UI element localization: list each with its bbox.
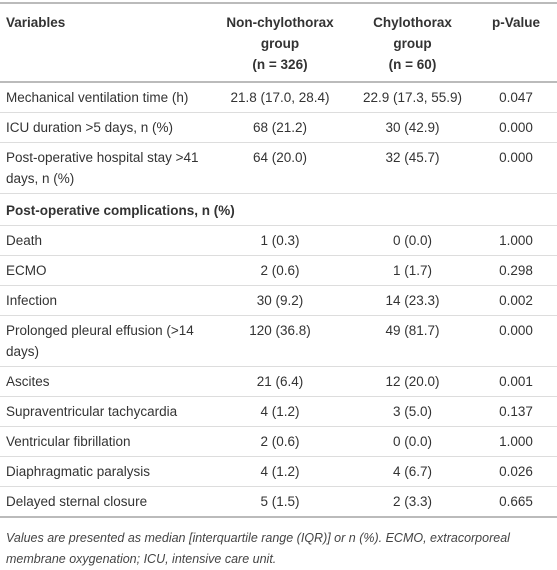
table-cell: 0 (0.0) (350, 426, 475, 457)
header-cell: Chylothorax group (n = 60) (350, 2, 475, 83)
table-cell: 30 (9.2) (210, 285, 350, 316)
header-text: (n = 326) (252, 57, 308, 72)
header-text: Variables (6, 15, 66, 30)
table-cell: 14 (23.3) (350, 285, 475, 316)
table-cell: 1.000 (475, 426, 557, 457)
table-cell: Prolonged pleural effusion (>14 days) (0, 315, 210, 367)
table-row: Supraventricular tachycardia 4 (1.2) 3 (5.… (0, 396, 557, 427)
table-cell: 4 (1.2) (210, 396, 350, 427)
table-cell: Infection (0, 285, 210, 316)
table-cell: Post-operative hospital stay >41 days, n… (0, 142, 210, 194)
table-cell: ECMO (0, 255, 210, 286)
table-cell: 68 (21.2) (210, 112, 350, 143)
table-cell: 0.137 (475, 396, 557, 427)
table-cell: 0.000 (475, 112, 557, 143)
table-body: Mechanical ventilation time (h) 21.8 (17.… (0, 82, 557, 518)
table-cell: 0.298 (475, 255, 557, 286)
table-cell: 0.000 (475, 315, 557, 367)
table-row: Ventricular fibrillation 2 (0.6) 0 (0.0) 1.… (0, 426, 557, 457)
table-row: ECMO 2 (0.6) 1 (1.7) 0.298 (0, 255, 557, 286)
table-row: Post-operative hospital stay >41 days, n… (0, 142, 557, 194)
table-row: Diaphragmatic paralysis 4 (1.2) 4 (6.7) 0.0… (0, 456, 557, 487)
table-cell: 0 (0.0) (350, 225, 475, 256)
table-cell: 64 (20.0) (210, 142, 350, 194)
table-cell: 21.8 (17.0, 28.4) (210, 82, 350, 113)
table-cell: 2 (3.3) (350, 486, 475, 518)
table-cell: 0.000 (475, 142, 557, 194)
table-cell: Delayed sternal closure (0, 486, 210, 518)
header-text: Non-chylothorax (226, 15, 334, 30)
header-cell: Variables (0, 2, 210, 83)
section-cell: Post-operative complications, n (%) (0, 193, 557, 226)
header-cell: Non-chylothorax group (n = 326) (210, 2, 350, 83)
table-cell: 4 (6.7) (350, 456, 475, 487)
table-row: Ascites 21 (6.4) 12 (20.0) 0.001 (0, 366, 557, 397)
table-cell: 32 (45.7) (350, 142, 475, 194)
table-cell: 3 (5.0) (350, 396, 475, 427)
header-text: group (260, 36, 300, 51)
table-cell: Mechanical ventilation time (h) (0, 82, 210, 113)
table-cell: 22.9 (17.3, 55.9) (350, 82, 475, 113)
table-cell: Ventricular fibrillation (0, 426, 210, 457)
table-cell: 30 (42.9) (350, 112, 475, 143)
table-row: Death 1 (0.3) 0 (0.0) 1.000 (0, 225, 557, 256)
table-cell: 0.665 (475, 486, 557, 518)
table-cell: Ascites (0, 366, 210, 397)
header-text: (n = 60) (388, 57, 437, 72)
table-cell: 0.001 (475, 366, 557, 397)
table-cell: Death (0, 225, 210, 256)
table-cell: 120 (36.8) (210, 315, 350, 367)
footnote: Values are presented as median [interqua… (6, 531, 510, 566)
header-text: group (393, 36, 432, 51)
table-row: ICU duration >5 days, n (%) 68 (21.2) 30 (… (0, 112, 557, 143)
table-cell: 2 (0.6) (210, 255, 350, 286)
table-row: Mechanical ventilation time (h) 21.8 (17.… (0, 82, 557, 113)
table-cell: 2 (0.6) (210, 426, 350, 457)
table-cell: 0.026 (475, 456, 557, 487)
table-cell: 5 (1.5) (210, 486, 350, 518)
table-cell: 21 (6.4) (210, 366, 350, 397)
table-cell: Supraventricular tachycardia (0, 396, 210, 427)
header-row: Variables Non-chylothorax group (n = 326) Ch… (0, 2, 557, 83)
table-cell: Diaphragmatic paralysis (0, 456, 210, 487)
table-cell: ICU duration >5 days, n (%) (0, 112, 210, 143)
table-cell: 12 (20.0) (350, 366, 475, 397)
table-cell: 0.002 (475, 285, 557, 316)
table-cell: 49 (81.7) (350, 315, 475, 367)
table-cell: 0.047 (475, 82, 557, 113)
header-cell: p-Value (475, 2, 557, 83)
table-row: Delayed sternal closure 5 (1.5) 2 (3.3) 0.6… (0, 486, 557, 518)
header-text: Chylothorax (373, 15, 452, 30)
table-row: Infection 30 (9.2) 14 (23.3) 0.002 (0, 285, 557, 316)
data-table: Variables Non-chylothorax group (n = 326) Ch… (0, 2, 557, 518)
table-cell: 1 (0.3) (210, 225, 350, 256)
table-cell: 1 (1.7) (350, 255, 475, 286)
header-text: p-Value (491, 15, 540, 30)
table-cell: 1.000 (475, 225, 557, 256)
table-row: Post-operative complications, n (%) (0, 193, 557, 226)
table-cell: 4 (1.2) (210, 456, 350, 487)
table-row: Prolonged pleural effusion (>14 days) 120… (0, 315, 557, 367)
